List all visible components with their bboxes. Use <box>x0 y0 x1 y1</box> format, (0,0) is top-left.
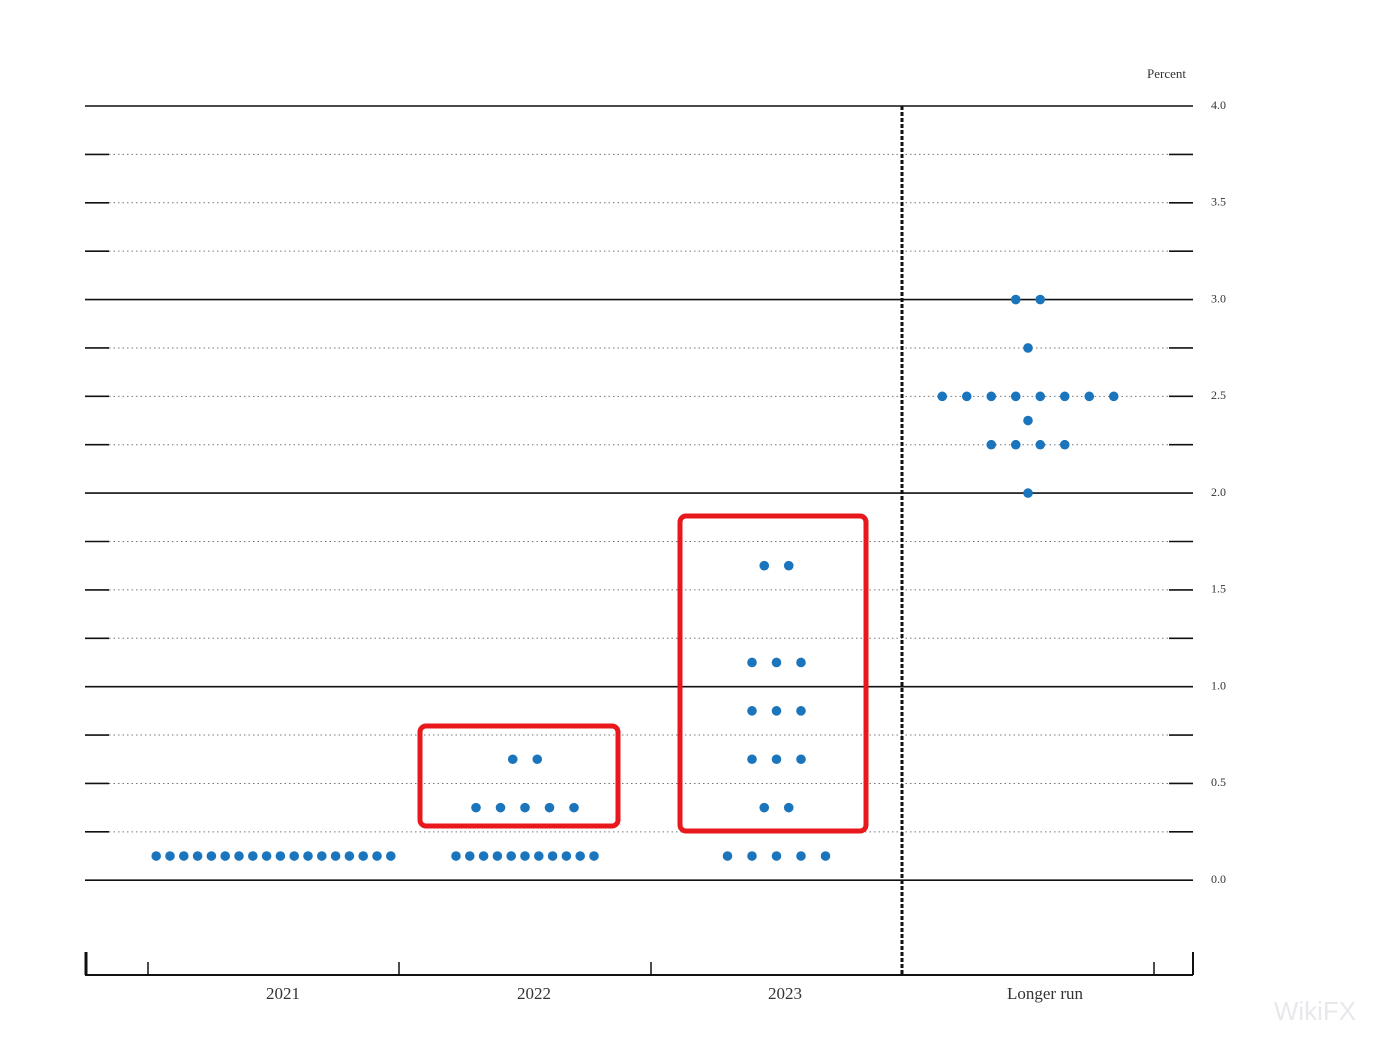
y-tick-label: 1.0 <box>1211 678 1226 692</box>
dot <box>261 851 272 861</box>
dot <box>506 851 516 861</box>
dot <box>220 851 230 861</box>
dot <box>465 851 475 861</box>
dot <box>1023 343 1033 353</box>
dot <box>796 754 806 765</box>
dot <box>520 802 530 813</box>
dot <box>1108 391 1119 402</box>
dot <box>165 851 175 861</box>
dot <box>771 657 782 668</box>
dot <box>569 802 579 813</box>
dot <box>507 754 518 765</box>
dot <box>1035 439 1046 450</box>
y-axis-label: Percent <box>1147 66 1186 81</box>
dot <box>151 851 161 861</box>
y-tick-label: 4.0 <box>1211 98 1226 112</box>
dot <box>783 560 794 571</box>
dot <box>561 851 572 861</box>
highlight-box <box>417 723 621 829</box>
dot <box>386 851 396 861</box>
y-tick-label: 3.5 <box>1211 195 1226 209</box>
dot <box>747 706 757 716</box>
dot <box>771 706 782 716</box>
dot <box>589 851 599 861</box>
dot <box>1035 391 1046 402</box>
y-tick-label: 3.0 <box>1211 291 1226 305</box>
dot <box>771 754 782 765</box>
dot <box>520 851 530 861</box>
dot <box>747 851 757 861</box>
dot <box>192 851 203 861</box>
dot <box>275 851 286 861</box>
dot <box>722 851 733 861</box>
dot <box>532 754 543 765</box>
dot <box>1084 391 1095 402</box>
dot <box>1010 294 1021 305</box>
dot <box>344 851 355 861</box>
x-tick-label: 2021 <box>266 984 300 1003</box>
dot <box>303 851 313 861</box>
dot <box>820 851 831 861</box>
dot <box>372 851 382 861</box>
dot <box>544 802 555 813</box>
dot <box>234 851 244 861</box>
dot <box>179 851 189 861</box>
dot <box>492 851 503 861</box>
dot <box>986 439 997 450</box>
dot <box>759 560 770 571</box>
dot <box>796 706 806 716</box>
x-tick-label: Longer run <box>1007 984 1084 1003</box>
highlight-box <box>677 513 869 834</box>
dot <box>771 851 782 861</box>
dot <box>796 657 806 668</box>
y-tick-label: 2.0 <box>1211 485 1226 499</box>
dot <box>317 851 327 861</box>
x-tick-label: 2022 <box>517 984 551 1003</box>
dot <box>495 802 506 813</box>
dot <box>575 851 585 861</box>
dot <box>206 851 217 861</box>
dot <box>547 851 558 861</box>
y-tick-label: 1.5 <box>1211 582 1226 596</box>
dot <box>358 851 369 861</box>
dot <box>1035 294 1046 305</box>
dot <box>534 851 544 861</box>
dot <box>986 391 997 402</box>
dot <box>451 851 461 861</box>
dot <box>747 657 757 668</box>
dot <box>1010 439 1021 450</box>
dot <box>1059 391 1070 402</box>
dot <box>961 391 972 402</box>
dot <box>330 851 341 861</box>
dot <box>759 802 770 813</box>
dot <box>471 802 481 813</box>
y-tick-label: 0.0 <box>1211 872 1226 886</box>
y-tick-label: 0.5 <box>1211 775 1226 789</box>
dot <box>1023 488 1033 498</box>
dot <box>478 851 489 861</box>
y-tick-label: 2.5 <box>1211 388 1226 402</box>
watermark: WikiFX <box>1274 996 1356 1026</box>
x-tick-label: 2023 <box>768 984 802 1003</box>
dot <box>1010 391 1021 402</box>
dot <box>248 851 258 861</box>
dot <box>937 391 948 402</box>
dot <box>1059 439 1070 450</box>
dot <box>747 754 757 765</box>
dot <box>796 851 806 861</box>
dot <box>1023 415 1033 426</box>
dot <box>783 802 794 813</box>
dot <box>289 851 300 861</box>
